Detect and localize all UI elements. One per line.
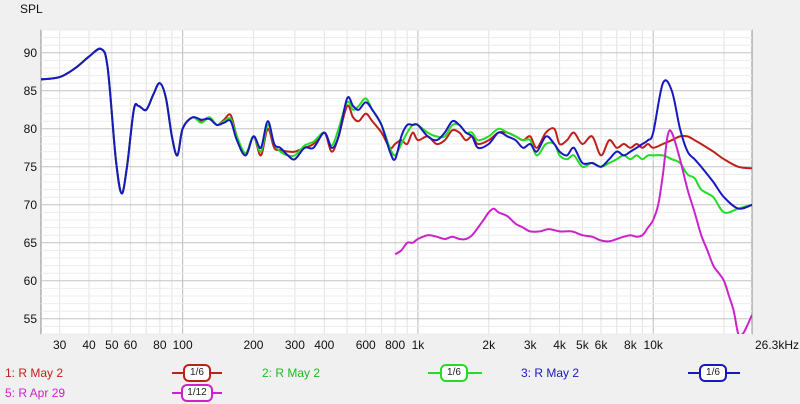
legend-label-series-1: 1: R May 2 bbox=[5, 366, 64, 380]
x-tick-label: 40 bbox=[82, 338, 96, 352]
x-tick-label: 2k bbox=[482, 338, 496, 352]
x-tick-label: 6k bbox=[595, 338, 609, 352]
x-tick-label: 800 bbox=[385, 338, 405, 352]
x-tick-label: 4k bbox=[553, 338, 567, 352]
x-tick-label: 100 bbox=[173, 338, 193, 352]
x-tick-label: 10k bbox=[644, 338, 664, 352]
legend: 1: R May 2 1/6 2: R May 2 1/6 3: R May 2… bbox=[0, 360, 800, 404]
x-tick-label: 1k bbox=[412, 338, 426, 352]
x-tick-label: 8k bbox=[624, 338, 638, 352]
x-tick-label: 200 bbox=[243, 338, 263, 352]
x-tick-label: 26.3kHz bbox=[755, 338, 799, 352]
x-tick-label: 30 bbox=[53, 338, 67, 352]
x-tick-label: 600 bbox=[356, 338, 376, 352]
y-tick-label: 70 bbox=[24, 198, 38, 212]
y-axis-label: SPL bbox=[20, 2, 43, 16]
y-tick-label: 80 bbox=[24, 122, 38, 136]
x-tick-label: 60 bbox=[124, 338, 138, 352]
y-tick-label: 60 bbox=[24, 274, 38, 288]
y-tick-labels: 55 60 65 70 75 80 85 90 bbox=[24, 46, 38, 326]
smoothing-button-series-3[interactable]: 1/6 bbox=[699, 364, 727, 382]
y-tick-label: 55 bbox=[24, 312, 38, 326]
x-tick-label: 300 bbox=[285, 338, 305, 352]
x-tick-label: 400 bbox=[314, 338, 334, 352]
y-tick-label: 65 bbox=[24, 236, 38, 250]
frequency-response-chart: 55 60 65 70 75 80 85 90 30 40 50 60 80 100 200 300 400 6… bbox=[20, 2, 799, 352]
y-tick-label: 85 bbox=[24, 84, 38, 98]
grid bbox=[41, 29, 752, 335]
smoothing-button-series-5[interactable]: 1/12 bbox=[181, 384, 213, 402]
series-line-3 bbox=[41, 47, 752, 210]
smoothing-button-series-2[interactable]: 1/6 bbox=[440, 364, 468, 382]
response-curves bbox=[41, 47, 752, 334]
x-tick-label: 80 bbox=[153, 338, 167, 352]
legend-label-series-5: 5: R Apr 29 bbox=[5, 386, 66, 400]
legend-label-series-3: 3: R May 2 bbox=[521, 366, 580, 380]
legend-label-series-2: 2: R May 2 bbox=[262, 366, 321, 380]
y-tick-label: 75 bbox=[24, 160, 38, 174]
x-tick-label: 50 bbox=[105, 338, 119, 352]
x-tick-labels: 30 40 50 60 80 100 200 300 400 600 800 1k 2k 3k 4k 5k 6k… bbox=[53, 338, 799, 352]
y-tick-label: 90 bbox=[24, 46, 38, 60]
x-tick-label: 5k bbox=[576, 338, 590, 352]
smoothing-button-series-1[interactable]: 1/6 bbox=[183, 364, 211, 382]
series-line-4 bbox=[394, 129, 752, 334]
x-tick-label: 3k bbox=[524, 338, 538, 352]
